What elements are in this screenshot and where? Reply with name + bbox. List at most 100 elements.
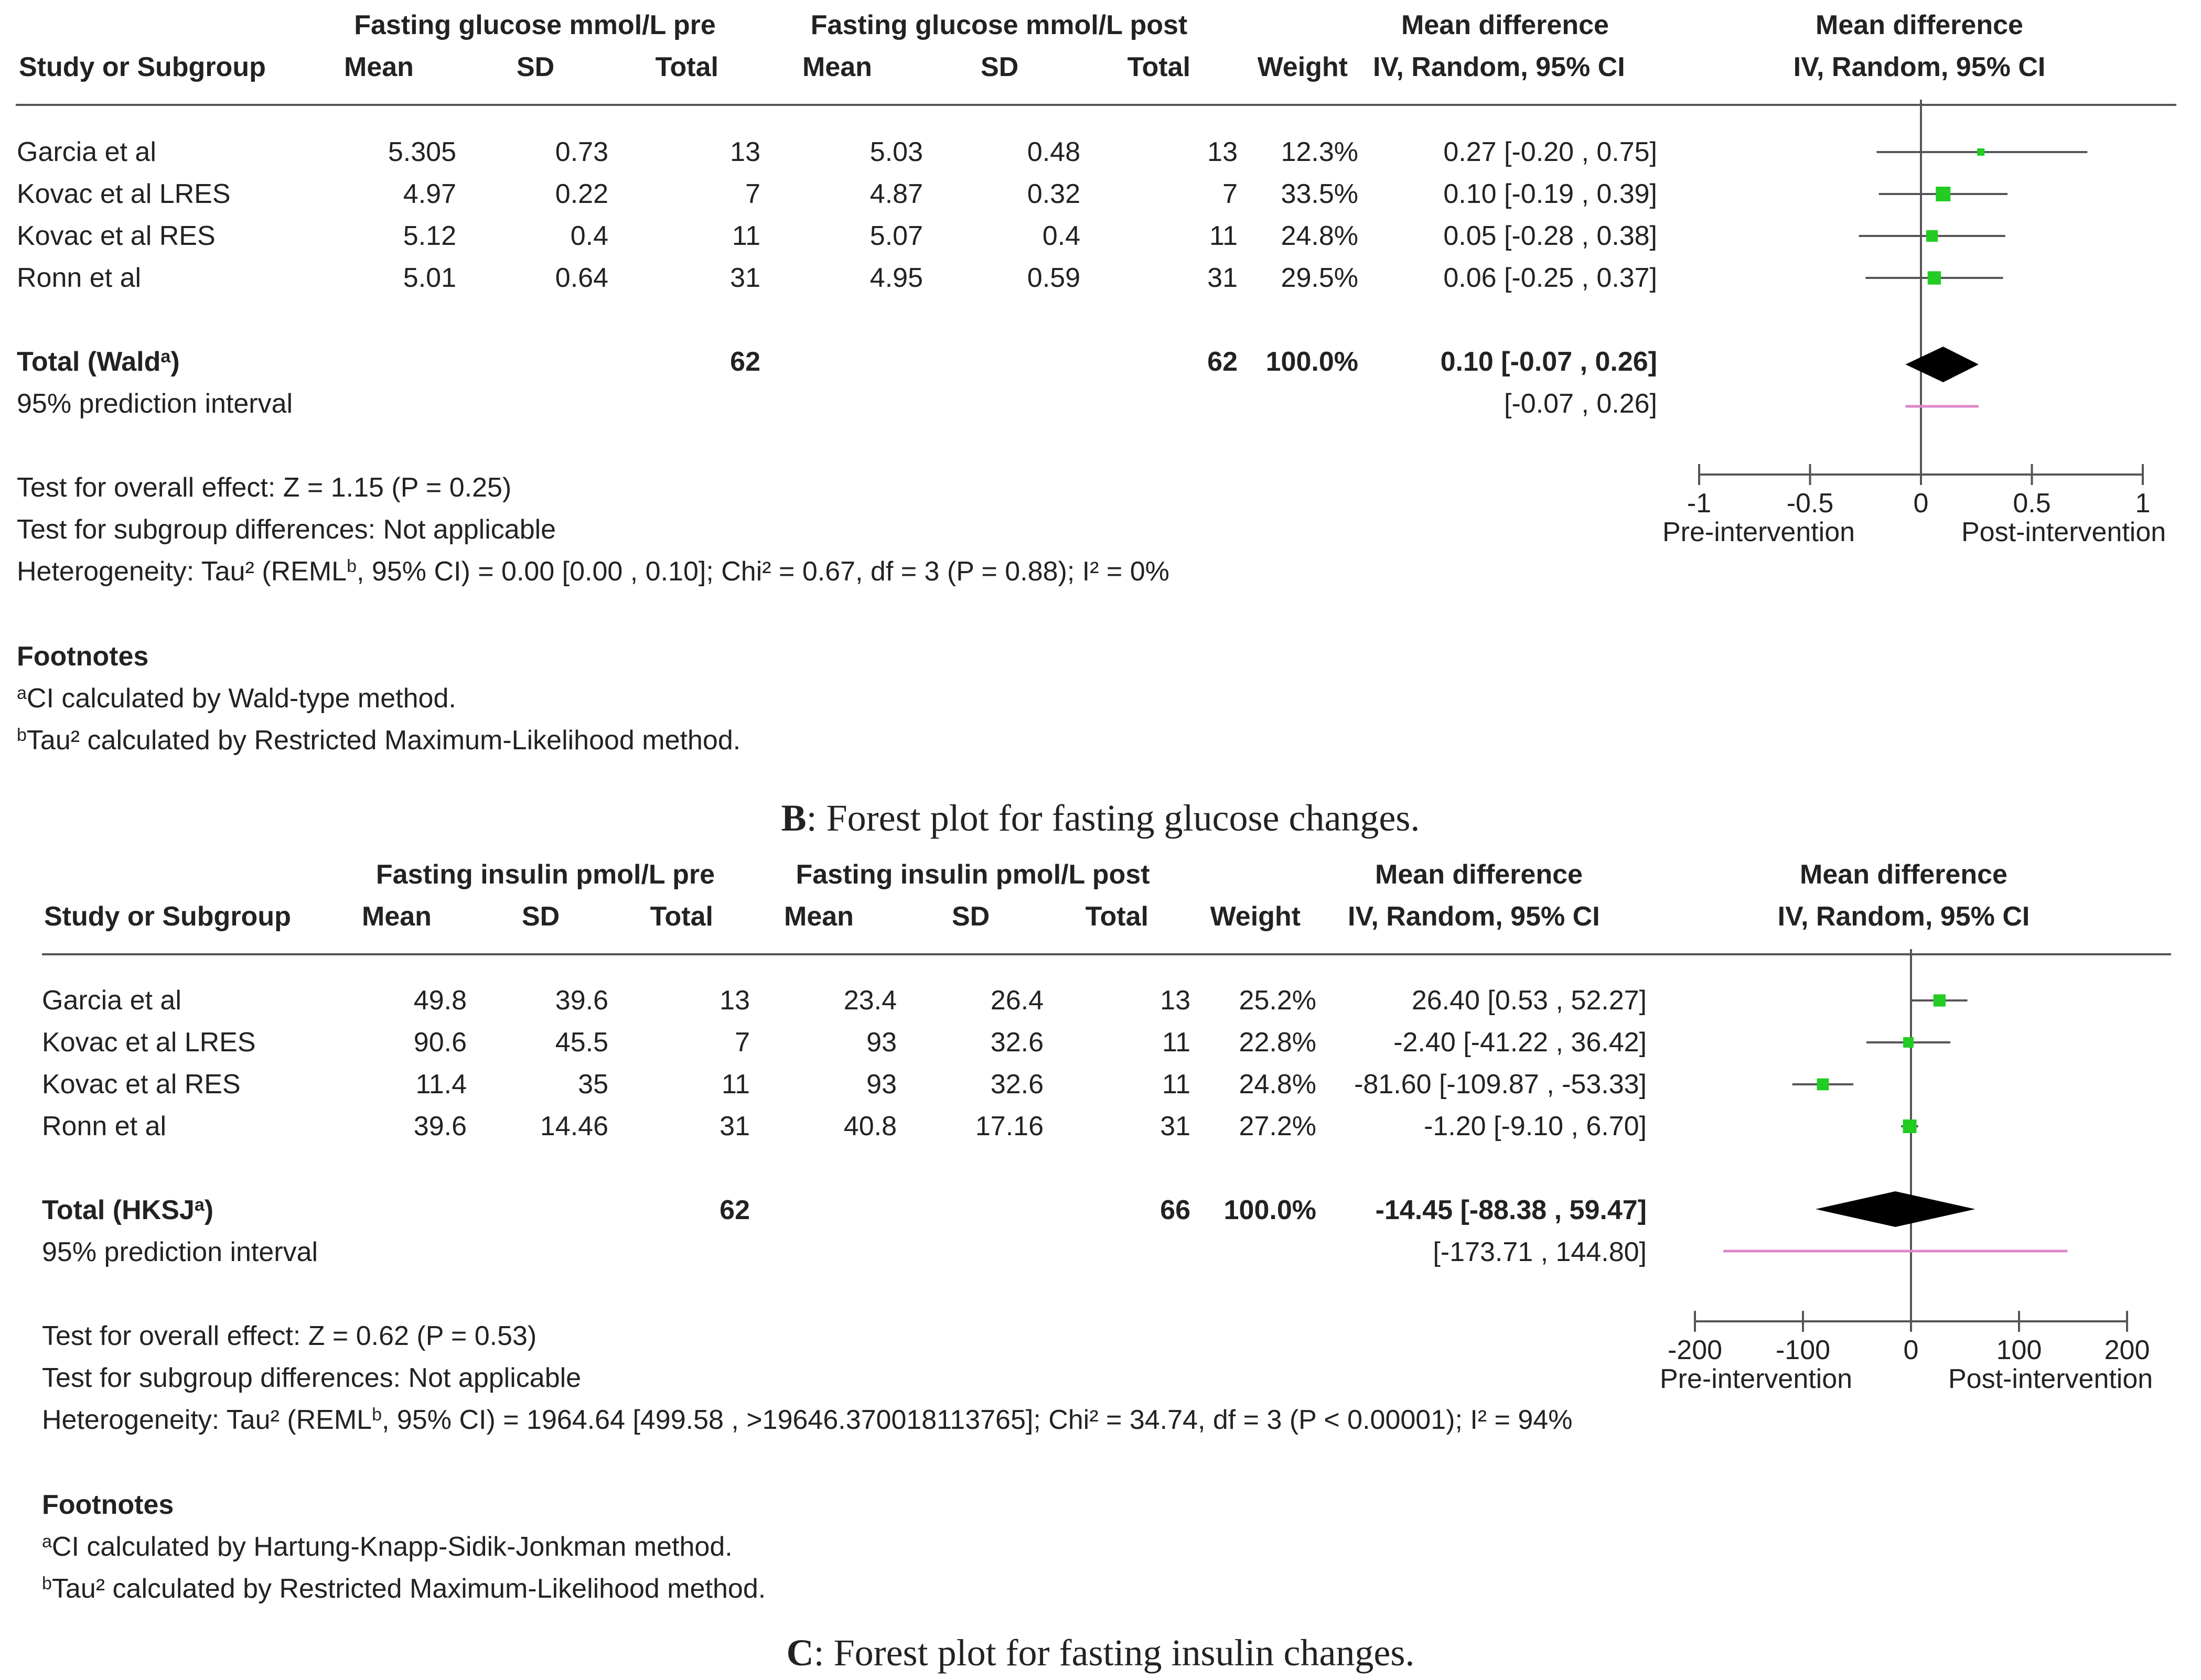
weight: 27.2% — [1185, 1111, 1316, 1142]
header-study-col: Study or Subgroup — [44, 901, 291, 932]
post-total: 11 — [1059, 1027, 1190, 1058]
caption-b: B: Forest plot for fasting glucose chang… — [0, 796, 2201, 840]
header-pre-sd: SD — [522, 901, 560, 932]
pre-mean: 49.8 — [336, 985, 467, 1016]
pre-total: 11 — [619, 1069, 750, 1100]
study-marker — [1936, 187, 1950, 201]
study-name: Kovac et al LRES — [17, 178, 231, 210]
test-overall: Test for overall effect: Z = 1.15 (P = 0… — [17, 472, 511, 503]
axis-tick-label: 100 — [1996, 1335, 2042, 1365]
total-ci-text: 0.10 [-0.07 , 0.26] — [1405, 346, 1657, 378]
header-post-mean: Mean — [784, 901, 854, 932]
header-md-method: IV, Random, 95% CI — [1348, 901, 1600, 932]
forest-plot-c: -200 -100 0 100 200 — [1641, 949, 2201, 1421]
post-total: 13 — [1107, 136, 1238, 168]
footnote-b: bTau² calculated by Restricted Maximum-L… — [17, 725, 740, 756]
pre-sd: 45.5 — [477, 1027, 608, 1058]
post-sd: 32.6 — [912, 1069, 1044, 1100]
weight: 12.3% — [1227, 136, 1358, 168]
study-name: Garcia et al — [42, 985, 181, 1016]
total-label: Total (HKSJa) — [42, 1194, 213, 1226]
favours-left-label: Pre-intervention — [1662, 516, 1855, 548]
test-overall: Test for overall effect: Z = 0.62 (P = 0… — [42, 1320, 536, 1352]
post-mean: 4.87 — [792, 178, 923, 210]
header-group-post: Fasting insulin pmol/L post — [766, 859, 1180, 890]
total-post: 66 — [1059, 1194, 1190, 1226]
post-total: 7 — [1107, 178, 1238, 210]
header-post-sd: SD — [952, 901, 990, 932]
pre-mean: 5.305 — [325, 136, 456, 168]
ci-text: -81.60 [-109.87 , -53.33] — [1332, 1069, 1647, 1100]
total-post: 62 — [1107, 346, 1238, 378]
axis-tick-label: -1 — [1687, 488, 1711, 519]
study-name: Kovac et al RES — [42, 1069, 241, 1100]
footnote-a: aCI calculated by Hartung-Knapp-Sidik-Jo… — [42, 1531, 733, 1563]
header-pre-total: Total — [608, 901, 713, 932]
ci-text: 26.40 [0.53 , 52.27] — [1332, 985, 1647, 1016]
footnote-b: bTau² calculated by Restricted Maximum-L… — [42, 1573, 766, 1604]
pre-sd: 0.64 — [477, 262, 608, 294]
header-pre-sd: SD — [517, 51, 554, 83]
prediction-label: 95% prediction interval — [17, 388, 293, 419]
favours-right-label: Post-intervention — [1961, 516, 2166, 548]
forest-plot-b: -1 -0.5 0 0.5 1 — [1652, 100, 2201, 572]
pre-mean: 39.6 — [336, 1111, 467, 1142]
pre-total: 13 — [619, 985, 750, 1016]
forest-plot-panel-b: Fasting glucose mmol/L pre Fasting gluco… — [0, 0, 2201, 787]
axis-tick-label: -100 — [1776, 1335, 1830, 1365]
total-pre: 62 — [619, 1194, 750, 1226]
post-sd: 17.16 — [912, 1111, 1044, 1142]
header-group-pre: Fasting insulin pmol/L pre — [346, 859, 745, 890]
pooled-diamond — [1905, 347, 1979, 382]
post-mean: 93 — [766, 1069, 897, 1100]
header-group-post: Fasting glucose mmol/L post — [792, 9, 1206, 41]
ci-text: 0.27 [-0.20 , 0.75] — [1405, 136, 1657, 168]
post-sd: 0.32 — [949, 178, 1080, 210]
post-mean: 5.07 — [792, 220, 923, 252]
header-post-mean: Mean — [802, 51, 872, 83]
pre-total: 7 — [619, 1027, 750, 1058]
pre-sd: 0.4 — [477, 220, 608, 252]
study-name: Garcia et al — [17, 136, 156, 168]
post-total: 11 — [1107, 220, 1238, 252]
footnotes-title: Footnotes — [17, 641, 148, 672]
header-weight: Weight — [1196, 901, 1301, 932]
post-sd: 0.4 — [949, 220, 1080, 252]
pre-total: 31 — [629, 262, 760, 294]
pre-sd: 14.46 — [477, 1111, 608, 1142]
test-subgroup: Test for subgroup differences: Not appli… — [17, 514, 556, 545]
ci-text: -1.20 [-9.10 , 6.70] — [1332, 1111, 1647, 1142]
post-mean: 93 — [766, 1027, 897, 1058]
weight: 33.5% — [1227, 178, 1358, 210]
test-subgroup: Test for subgroup differences: Not appli… — [42, 1362, 581, 1394]
header-pre-total: Total — [614, 51, 718, 83]
weight: 25.2% — [1185, 985, 1316, 1016]
footnotes-title: Footnotes — [42, 1489, 174, 1521]
header-plot-method: IV, Random, 95% CI — [1767, 51, 2071, 83]
header-md-label: Mean difference — [1327, 859, 1631, 890]
pre-sd: 0.22 — [477, 178, 608, 210]
post-mean: 40.8 — [766, 1111, 897, 1142]
prediction-ci-text: [-173.71 , 144.80] — [1332, 1236, 1647, 1268]
total-weight: 100.0% — [1227, 346, 1358, 378]
axis-tick-label: 0 — [1914, 488, 1929, 519]
pre-total: 13 — [629, 136, 760, 168]
post-total: 31 — [1107, 262, 1238, 294]
study-name: Ronn et al — [42, 1111, 166, 1142]
pre-sd: 35 — [477, 1069, 608, 1100]
weight: 22.8% — [1185, 1027, 1316, 1058]
total-weight: 100.0% — [1185, 1194, 1316, 1226]
header-pre-mean: Mean — [344, 51, 414, 83]
pooled-diamond — [1816, 1191, 1975, 1227]
pre-total: 11 — [629, 220, 760, 252]
forest-plot-panel-c: Fasting insulin pmol/L pre Fasting insul… — [0, 849, 2201, 1636]
pre-mean: 11.4 — [336, 1069, 467, 1100]
study-marker — [1926, 230, 1938, 242]
axis-tick-label: 200 — [2105, 1335, 2150, 1365]
header-weight: Weight — [1243, 51, 1348, 83]
header-plot-label: Mean difference — [1767, 9, 2071, 41]
header-plot-method: IV, Random, 95% CI — [1752, 901, 2056, 932]
footnote-a: aCI calculated by Wald-type method. — [17, 683, 456, 714]
post-total: 31 — [1059, 1111, 1190, 1142]
study-marker — [1903, 1037, 1914, 1048]
